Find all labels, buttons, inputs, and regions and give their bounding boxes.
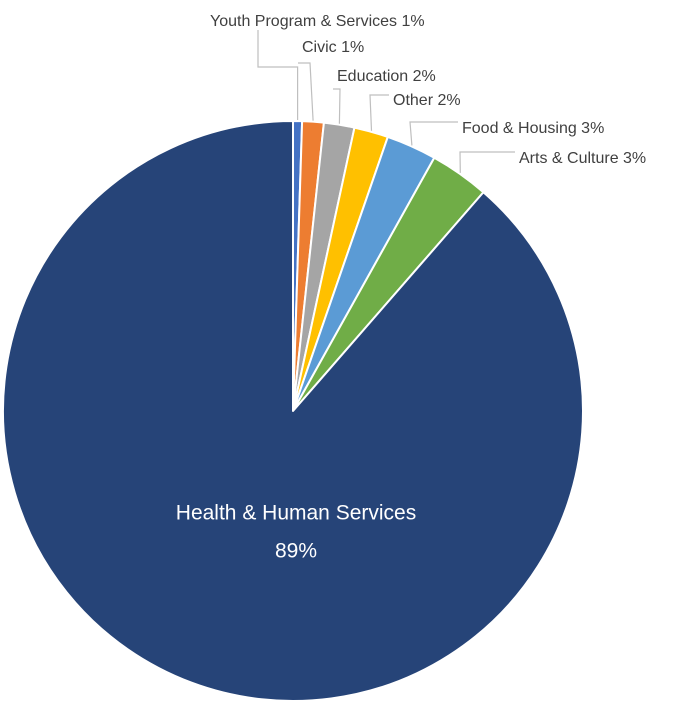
data-label-civic: Civic 1%: [302, 39, 364, 56]
leader-line-civic: [298, 62, 314, 121]
data-label-youth-program-and-services: Youth Program & Services 1%: [210, 13, 425, 30]
leader-line-other: [369, 94, 389, 131]
leader-line-arts-and-culture: [459, 151, 515, 173]
data-labels: Youth Program & Services 1% Civic 1% Educa…: [176, 13, 646, 562]
data-label-arts-and-culture: Arts & Culture 3%: [519, 150, 646, 167]
leader-lines: [257, 30, 515, 173]
pie-slice-health-and-human-services: [2, 120, 584, 702]
data-label-food-and-housing: Food & Housing 3%: [462, 120, 604, 137]
pie-slices: [2, 119, 584, 702]
data-label-health-and-human-services-category: Health & Human Services: [176, 502, 416, 525]
leader-line-youth-program-and-services: [257, 30, 299, 120]
leader-line-food-and-housing: [409, 121, 458, 146]
data-label-education: Education 2%: [337, 68, 436, 85]
leader-line-education: [333, 88, 341, 124]
data-label-other: Other 2%: [393, 92, 461, 109]
data-label-health-and-human-services-percent: 89%: [275, 540, 317, 563]
